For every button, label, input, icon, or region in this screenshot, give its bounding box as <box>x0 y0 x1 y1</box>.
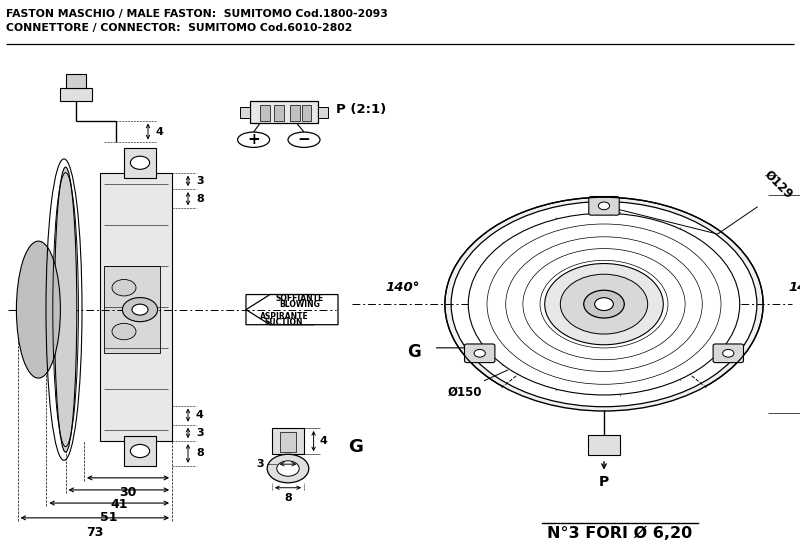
Circle shape <box>545 264 663 345</box>
Text: Ø129: Ø129 <box>762 168 795 201</box>
Circle shape <box>594 298 614 311</box>
Circle shape <box>474 350 486 357</box>
Circle shape <box>130 156 150 169</box>
Bar <box>280 432 296 452</box>
Bar <box>104 266 160 353</box>
Text: BLOWING: BLOWING <box>279 300 321 309</box>
Text: 8: 8 <box>284 493 292 503</box>
Circle shape <box>722 350 734 357</box>
Circle shape <box>267 454 309 483</box>
Text: CONNETTORE / CONNECTOR:  SUMITOMO Cod.6010-2802: CONNETTORE / CONNECTOR: SUMITOMO Cod.601… <box>6 23 353 33</box>
FancyBboxPatch shape <box>589 197 619 215</box>
Text: 140°: 140° <box>386 281 420 294</box>
Text: −: − <box>298 132 310 147</box>
Circle shape <box>130 444 150 458</box>
Text: G: G <box>348 438 363 455</box>
Circle shape <box>277 461 299 476</box>
Bar <box>124 148 156 178</box>
FancyBboxPatch shape <box>713 344 743 363</box>
Text: 4: 4 <box>320 436 328 446</box>
Bar <box>60 88 92 101</box>
Bar <box>290 105 300 121</box>
Text: G: G <box>407 343 421 361</box>
Ellipse shape <box>445 197 763 411</box>
Text: 41: 41 <box>110 498 127 511</box>
Ellipse shape <box>288 132 320 147</box>
Text: 73: 73 <box>86 526 103 539</box>
Circle shape <box>122 298 158 322</box>
Text: P: P <box>599 475 609 489</box>
Ellipse shape <box>54 167 77 452</box>
Circle shape <box>132 304 148 315</box>
Text: 4: 4 <box>196 410 204 420</box>
Bar <box>124 436 156 466</box>
Bar <box>100 173 172 441</box>
Text: 3: 3 <box>256 459 264 469</box>
Bar <box>260 105 270 121</box>
Bar <box>250 101 318 123</box>
Bar <box>66 74 86 88</box>
Text: 8: 8 <box>196 448 204 459</box>
Ellipse shape <box>238 132 270 147</box>
Text: 30: 30 <box>119 486 137 499</box>
Ellipse shape <box>451 202 757 407</box>
Text: 51: 51 <box>101 511 118 524</box>
Text: 3: 3 <box>196 428 204 438</box>
Text: 8: 8 <box>196 193 204 204</box>
Circle shape <box>598 202 610 210</box>
Text: 4: 4 <box>156 127 164 136</box>
Text: 3: 3 <box>196 176 204 186</box>
Text: +: + <box>247 132 260 147</box>
Ellipse shape <box>16 241 61 378</box>
Text: FASTON MASCHIO / MALE FASTON:  SUMITOMO Cod.1800-2093: FASTON MASCHIO / MALE FASTON: SUMITOMO C… <box>6 9 388 19</box>
Bar <box>240 107 250 118</box>
Text: ASPIRANTE: ASPIRANTE <box>260 312 308 321</box>
Polygon shape <box>246 295 338 324</box>
Text: SOFFIANTE: SOFFIANTE <box>276 294 324 303</box>
Circle shape <box>584 290 624 318</box>
Text: SUCTION: SUCTION <box>265 318 303 327</box>
Bar <box>302 105 311 121</box>
Text: Ø150: Ø150 <box>448 385 482 398</box>
Ellipse shape <box>468 213 740 395</box>
Circle shape <box>112 279 136 296</box>
Polygon shape <box>246 295 338 324</box>
Circle shape <box>560 274 648 334</box>
Text: N°3 FORI Ø 6,20: N°3 FORI Ø 6,20 <box>547 526 693 541</box>
Bar <box>318 107 328 118</box>
Bar <box>588 435 620 454</box>
Text: P (2:1): P (2:1) <box>336 103 386 116</box>
FancyBboxPatch shape <box>465 344 495 363</box>
Circle shape <box>112 323 136 340</box>
Text: 140°: 140° <box>788 281 800 294</box>
Bar <box>274 105 284 121</box>
Bar <box>272 428 304 454</box>
